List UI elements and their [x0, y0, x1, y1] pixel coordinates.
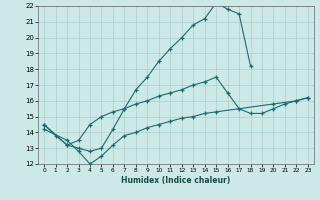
X-axis label: Humidex (Indice chaleur): Humidex (Indice chaleur)	[121, 176, 231, 185]
